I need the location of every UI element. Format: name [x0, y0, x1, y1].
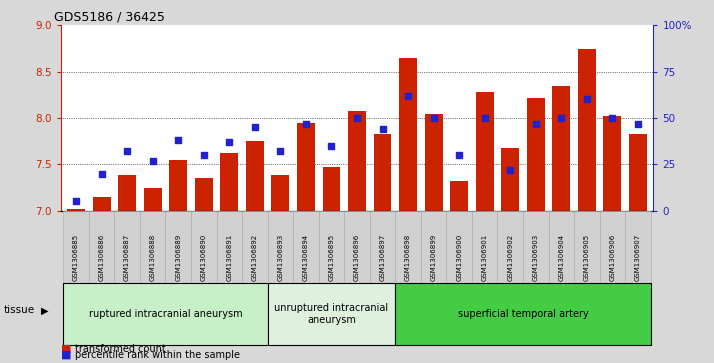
Text: GSM1306903: GSM1306903: [533, 234, 539, 281]
Text: GSM1306897: GSM1306897: [380, 234, 386, 281]
Text: GSM1306894: GSM1306894: [303, 234, 309, 281]
Text: GDS5186 / 36425: GDS5186 / 36425: [54, 11, 164, 24]
Bar: [373, 134, 391, 211]
Point: [505, 167, 516, 173]
Text: GSM1306905: GSM1306905: [584, 234, 590, 281]
Text: percentile rank within the sample: percentile rank within the sample: [75, 350, 240, 360]
Point: [121, 148, 133, 154]
Text: GSM1306900: GSM1306900: [456, 234, 462, 281]
Point: [326, 143, 337, 149]
Text: GSM1306890: GSM1306890: [201, 234, 207, 281]
Text: ■: ■: [61, 344, 71, 354]
Bar: [476, 92, 493, 211]
Text: GSM1306906: GSM1306906: [610, 234, 615, 281]
Text: superficial temporal artery: superficial temporal artery: [458, 309, 588, 319]
Text: GSM1306899: GSM1306899: [431, 234, 437, 281]
Text: GSM1306902: GSM1306902: [507, 234, 513, 281]
Point: [147, 158, 159, 163]
Text: ■: ■: [61, 350, 71, 360]
Text: GSM1306896: GSM1306896: [354, 234, 360, 281]
Text: GSM1306907: GSM1306907: [635, 234, 641, 281]
Bar: [603, 116, 621, 211]
Text: GSM1306888: GSM1306888: [150, 234, 156, 281]
Bar: [271, 175, 289, 211]
Text: GSM1306889: GSM1306889: [175, 234, 181, 281]
Bar: [221, 153, 238, 211]
Text: ▶: ▶: [41, 305, 49, 315]
Bar: [527, 98, 545, 211]
Bar: [93, 197, 111, 211]
Text: GSM1306901: GSM1306901: [482, 234, 488, 281]
Text: GSM1306886: GSM1306886: [99, 234, 104, 281]
Bar: [195, 178, 213, 211]
Bar: [501, 148, 519, 211]
Point: [198, 152, 209, 158]
Point: [530, 121, 541, 126]
Text: GSM1306892: GSM1306892: [252, 234, 258, 281]
Text: GSM1306887: GSM1306887: [124, 234, 130, 281]
Point: [96, 171, 107, 176]
Bar: [169, 160, 187, 211]
Text: GSM1306898: GSM1306898: [405, 234, 411, 281]
Point: [581, 97, 593, 102]
Text: GSM1306893: GSM1306893: [277, 234, 283, 281]
Point: [633, 121, 644, 126]
Bar: [425, 114, 443, 211]
Point: [403, 93, 414, 99]
Point: [249, 124, 261, 130]
Point: [70, 198, 81, 204]
Bar: [67, 209, 85, 211]
Point: [453, 152, 465, 158]
Text: tissue: tissue: [4, 305, 35, 315]
Text: transformed count: transformed count: [75, 344, 166, 354]
Bar: [144, 188, 161, 211]
Bar: [323, 167, 341, 211]
Bar: [348, 111, 366, 211]
Bar: [578, 49, 596, 211]
Text: unruptured intracranial
aneurysm: unruptured intracranial aneurysm: [274, 303, 388, 325]
Text: GSM1306891: GSM1306891: [226, 234, 232, 281]
Text: GSM1306904: GSM1306904: [558, 234, 564, 281]
Bar: [297, 123, 315, 211]
Bar: [553, 86, 570, 211]
Text: GSM1306885: GSM1306885: [73, 234, 79, 281]
Point: [607, 115, 618, 121]
Bar: [118, 175, 136, 211]
Text: ruptured intracranial aneurysm: ruptured intracranial aneurysm: [89, 309, 242, 319]
Point: [300, 121, 311, 126]
Point: [223, 139, 235, 145]
Text: GSM1306895: GSM1306895: [328, 234, 334, 281]
Point: [275, 148, 286, 154]
Bar: [246, 141, 263, 211]
Point: [479, 115, 491, 121]
Point: [555, 115, 567, 121]
Bar: [451, 181, 468, 211]
Point: [377, 126, 388, 132]
Bar: [399, 58, 417, 211]
Bar: [629, 134, 647, 211]
Point: [351, 115, 363, 121]
Point: [173, 137, 184, 143]
Point: [428, 115, 439, 121]
